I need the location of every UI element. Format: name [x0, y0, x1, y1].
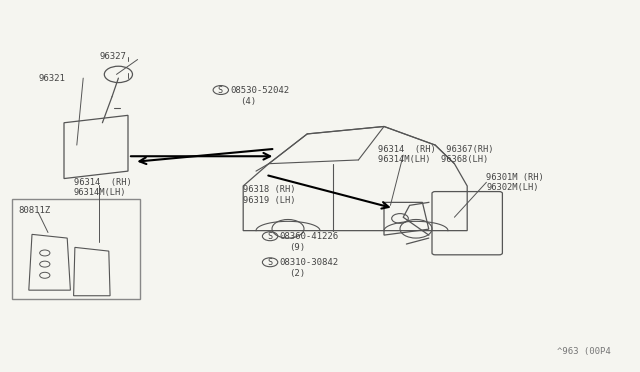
Text: 08530-52042: 08530-52042	[230, 86, 289, 94]
Text: 96327: 96327	[99, 52, 126, 61]
Text: ^963 (00P4: ^963 (00P4	[557, 347, 611, 356]
Text: S: S	[267, 258, 272, 267]
Text: 96302M(LH): 96302M(LH)	[486, 183, 539, 192]
Text: 96319 (LH): 96319 (LH)	[243, 196, 296, 205]
Text: 96318 (RH): 96318 (RH)	[243, 185, 296, 194]
Text: 96314  (RH)  96367(RH): 96314 (RH) 96367(RH)	[378, 145, 493, 154]
Bar	[12, 199, 140, 299]
Text: 08360-41226: 08360-41226	[280, 232, 339, 241]
Text: (2): (2)	[289, 269, 305, 278]
Text: S: S	[218, 86, 223, 94]
Text: 96314M(LH): 96314M(LH)	[74, 188, 126, 197]
Text: 80811Z: 80811Z	[18, 206, 50, 215]
Text: 96314M(LH)  96368(LH): 96314M(LH) 96368(LH)	[378, 155, 488, 164]
Text: (4): (4)	[240, 97, 256, 106]
Text: 08310-30842: 08310-30842	[280, 258, 339, 267]
Text: 96301M (RH): 96301M (RH)	[486, 173, 544, 182]
Text: (9): (9)	[289, 243, 305, 252]
Text: S: S	[267, 232, 272, 241]
Text: 96314  (RH): 96314 (RH)	[74, 178, 131, 187]
Text: 96321: 96321	[38, 74, 65, 83]
